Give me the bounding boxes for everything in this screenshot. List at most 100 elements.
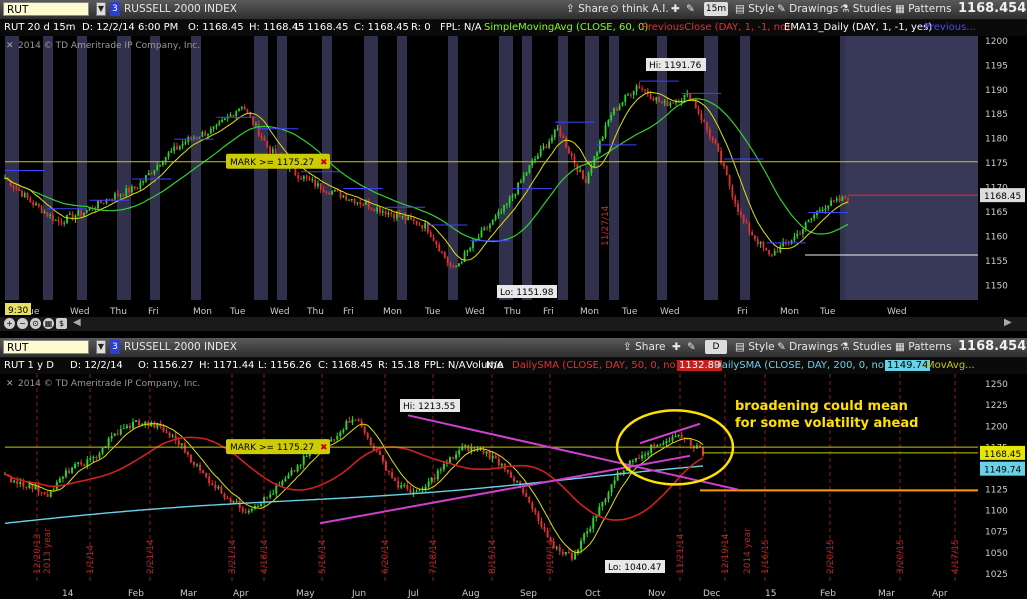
- candle-body: [177, 440, 180, 446]
- candle-body: [427, 223, 429, 233]
- crosshair-icon[interactable]: ✚: [671, 3, 680, 15]
- candle-body: [294, 167, 297, 176]
- candle-body: [610, 114, 613, 121]
- magnifier-icon[interactable]: ⊙: [30, 318, 41, 329]
- candle-body: [247, 510, 250, 513]
- symbol-input[interactable]: RUT: [3, 340, 89, 354]
- study-sma200[interactable]: DailySMA (CLOSE, DAY, 200, 0, no): [714, 360, 888, 371]
- candle-body: [796, 233, 799, 237]
- candle-body: [476, 449, 479, 451]
- candle-body: [119, 428, 122, 435]
- study-ema13[interactable]: EMA13_Daily (DAY, 1, -1, yes): [784, 22, 933, 33]
- candle-body: [421, 225, 424, 229]
- future-shade: [845, 36, 978, 300]
- session-shade: [5, 36, 19, 300]
- candle-body: [190, 136, 192, 139]
- candle-body: [269, 494, 272, 498]
- candle-body: [577, 549, 580, 554]
- study-sma50[interactable]: DailySMA (CLOSE, DAY, 50, 0, no): [512, 360, 680, 371]
- price-tag: 1168.45: [984, 192, 1021, 202]
- link-group-badge[interactable]: 3: [110, 340, 120, 354]
- drawings-button[interactable]: ✎ Drawings: [777, 340, 838, 355]
- studies-button[interactable]: ⚗ Studies: [840, 2, 892, 17]
- candle-body: [435, 240, 438, 245]
- crosshair-icon[interactable]: ✚: [672, 341, 681, 353]
- candle-body: [650, 444, 653, 453]
- candle-body: [378, 451, 381, 456]
- patterns-button[interactable]: ▦ Patterns: [895, 340, 952, 355]
- candle-body: [135, 420, 138, 422]
- top-toolbar: RUT ▼ 3 RUSSELL 2000 INDEX ⇪ Share ⊙ thi…: [0, 0, 1027, 20]
- grid-icon[interactable]: ▦: [43, 318, 54, 329]
- studies-button[interactable]: ⚗ Studies: [840, 340, 892, 355]
- candle-body: [370, 208, 373, 210]
- daily-price-chart[interactable]: 12/20/13 1/1/14 2/21/14 3/21/14 4/18/14 5/16/…: [0, 374, 1027, 599]
- wrench-icon[interactable]: ✎: [687, 341, 696, 353]
- candle-body: [142, 181, 145, 183]
- candle-body: [13, 480, 16, 483]
- candle-body: [388, 470, 391, 473]
- candle-body: [31, 484, 34, 490]
- chart-background: [0, 374, 1027, 599]
- scroll-left-icon[interactable]: ◀: [73, 317, 81, 328]
- candle-body: [214, 484, 217, 489]
- y-tick-label: 1155: [985, 257, 1008, 267]
- candle-body: [113, 433, 116, 437]
- timeframe-button[interactable]: D: [705, 340, 727, 354]
- lo-label-box: [605, 560, 665, 573]
- candle-body: [813, 215, 816, 219]
- expiration-date-label: 9/19/14: [546, 539, 556, 574]
- style-button[interactable]: ▤ Style: [735, 340, 775, 355]
- zoom-in-icon[interactable]: +: [4, 318, 15, 329]
- symbol-dropdown-icon[interactable]: ▼: [96, 2, 106, 16]
- style-icon: ▤: [735, 341, 749, 353]
- think-ai-button[interactable]: ⊙ think A.I.: [610, 2, 669, 17]
- candle-body: [573, 553, 576, 560]
- link-group-badge[interactable]: 3: [110, 2, 120, 16]
- mark-label: MARK >= 1175.27: [230, 443, 314, 453]
- candle-body: [672, 102, 675, 104]
- candle-body: [756, 239, 759, 245]
- lower-trendline: [319, 454, 691, 525]
- share-button[interactable]: ⇪ Share: [566, 2, 608, 17]
- candle-body: [40, 492, 43, 494]
- candle-body: [584, 179, 587, 184]
- study-movavg[interactable]: MovAvg...: [926, 360, 975, 371]
- dollar-icon[interactable]: $: [56, 318, 67, 329]
- candle-body: [494, 455, 497, 459]
- candle-body: [469, 248, 472, 251]
- candle-body: [99, 200, 102, 204]
- zoom-out-icon[interactable]: −: [17, 318, 28, 329]
- info-fpl: FPL: N/A: [424, 360, 466, 371]
- candle-body: [22, 482, 25, 487]
- candle-body: [71, 213, 74, 220]
- candle-body: [573, 156, 576, 164]
- drawings-button[interactable]: ✎ Drawings: [777, 2, 838, 17]
- candle-body: [482, 449, 485, 454]
- candle-body: [644, 454, 647, 456]
- info-close: C: 1168.45: [318, 360, 373, 371]
- scroll-right-icon[interactable]: ▶: [1004, 317, 1012, 328]
- bottom-toolbar: RUT ▼ 3 RUSSELL 2000 INDEX ⇪ Share ✚ ✎ D…: [0, 338, 1027, 358]
- candle-body: [641, 455, 644, 459]
- intraday-price-chart[interactable]: MARK >= 1175.27 ✖ Hi: 1191.76 Lo: 1151.98 11…: [0, 36, 1027, 316]
- study-prevclose[interactable]: PreviousClose (DAY, 1, -1, no): [642, 22, 791, 33]
- wrench-icon[interactable]: ✎: [686, 3, 695, 15]
- share-button[interactable]: ⇪ Share: [623, 340, 665, 355]
- candle-body: [260, 503, 263, 507]
- candle-body: [418, 224, 421, 226]
- candle-body: [311, 179, 314, 181]
- x-tick-label: Wed: [660, 307, 680, 316]
- x-tick-label: Wed: [70, 307, 90, 316]
- timeframe-button[interactable]: 15m: [704, 2, 728, 16]
- style-button[interactable]: ▤ Style: [735, 2, 775, 17]
- study-sma60[interactable]: SimpleMovingAvg (CLOSE, 60, 0): [484, 22, 649, 33]
- patterns-button[interactable]: ▦ Patterns: [895, 2, 952, 17]
- symbol-input[interactable]: RUT: [3, 2, 89, 16]
- candle-body: [150, 172, 153, 174]
- candle-body: [601, 137, 604, 141]
- candle-body: [711, 137, 714, 141]
- candle-body: [452, 266, 455, 268]
- study-previous[interactable]: Previous...: [924, 22, 976, 33]
- symbol-dropdown-icon[interactable]: ▼: [96, 340, 106, 354]
